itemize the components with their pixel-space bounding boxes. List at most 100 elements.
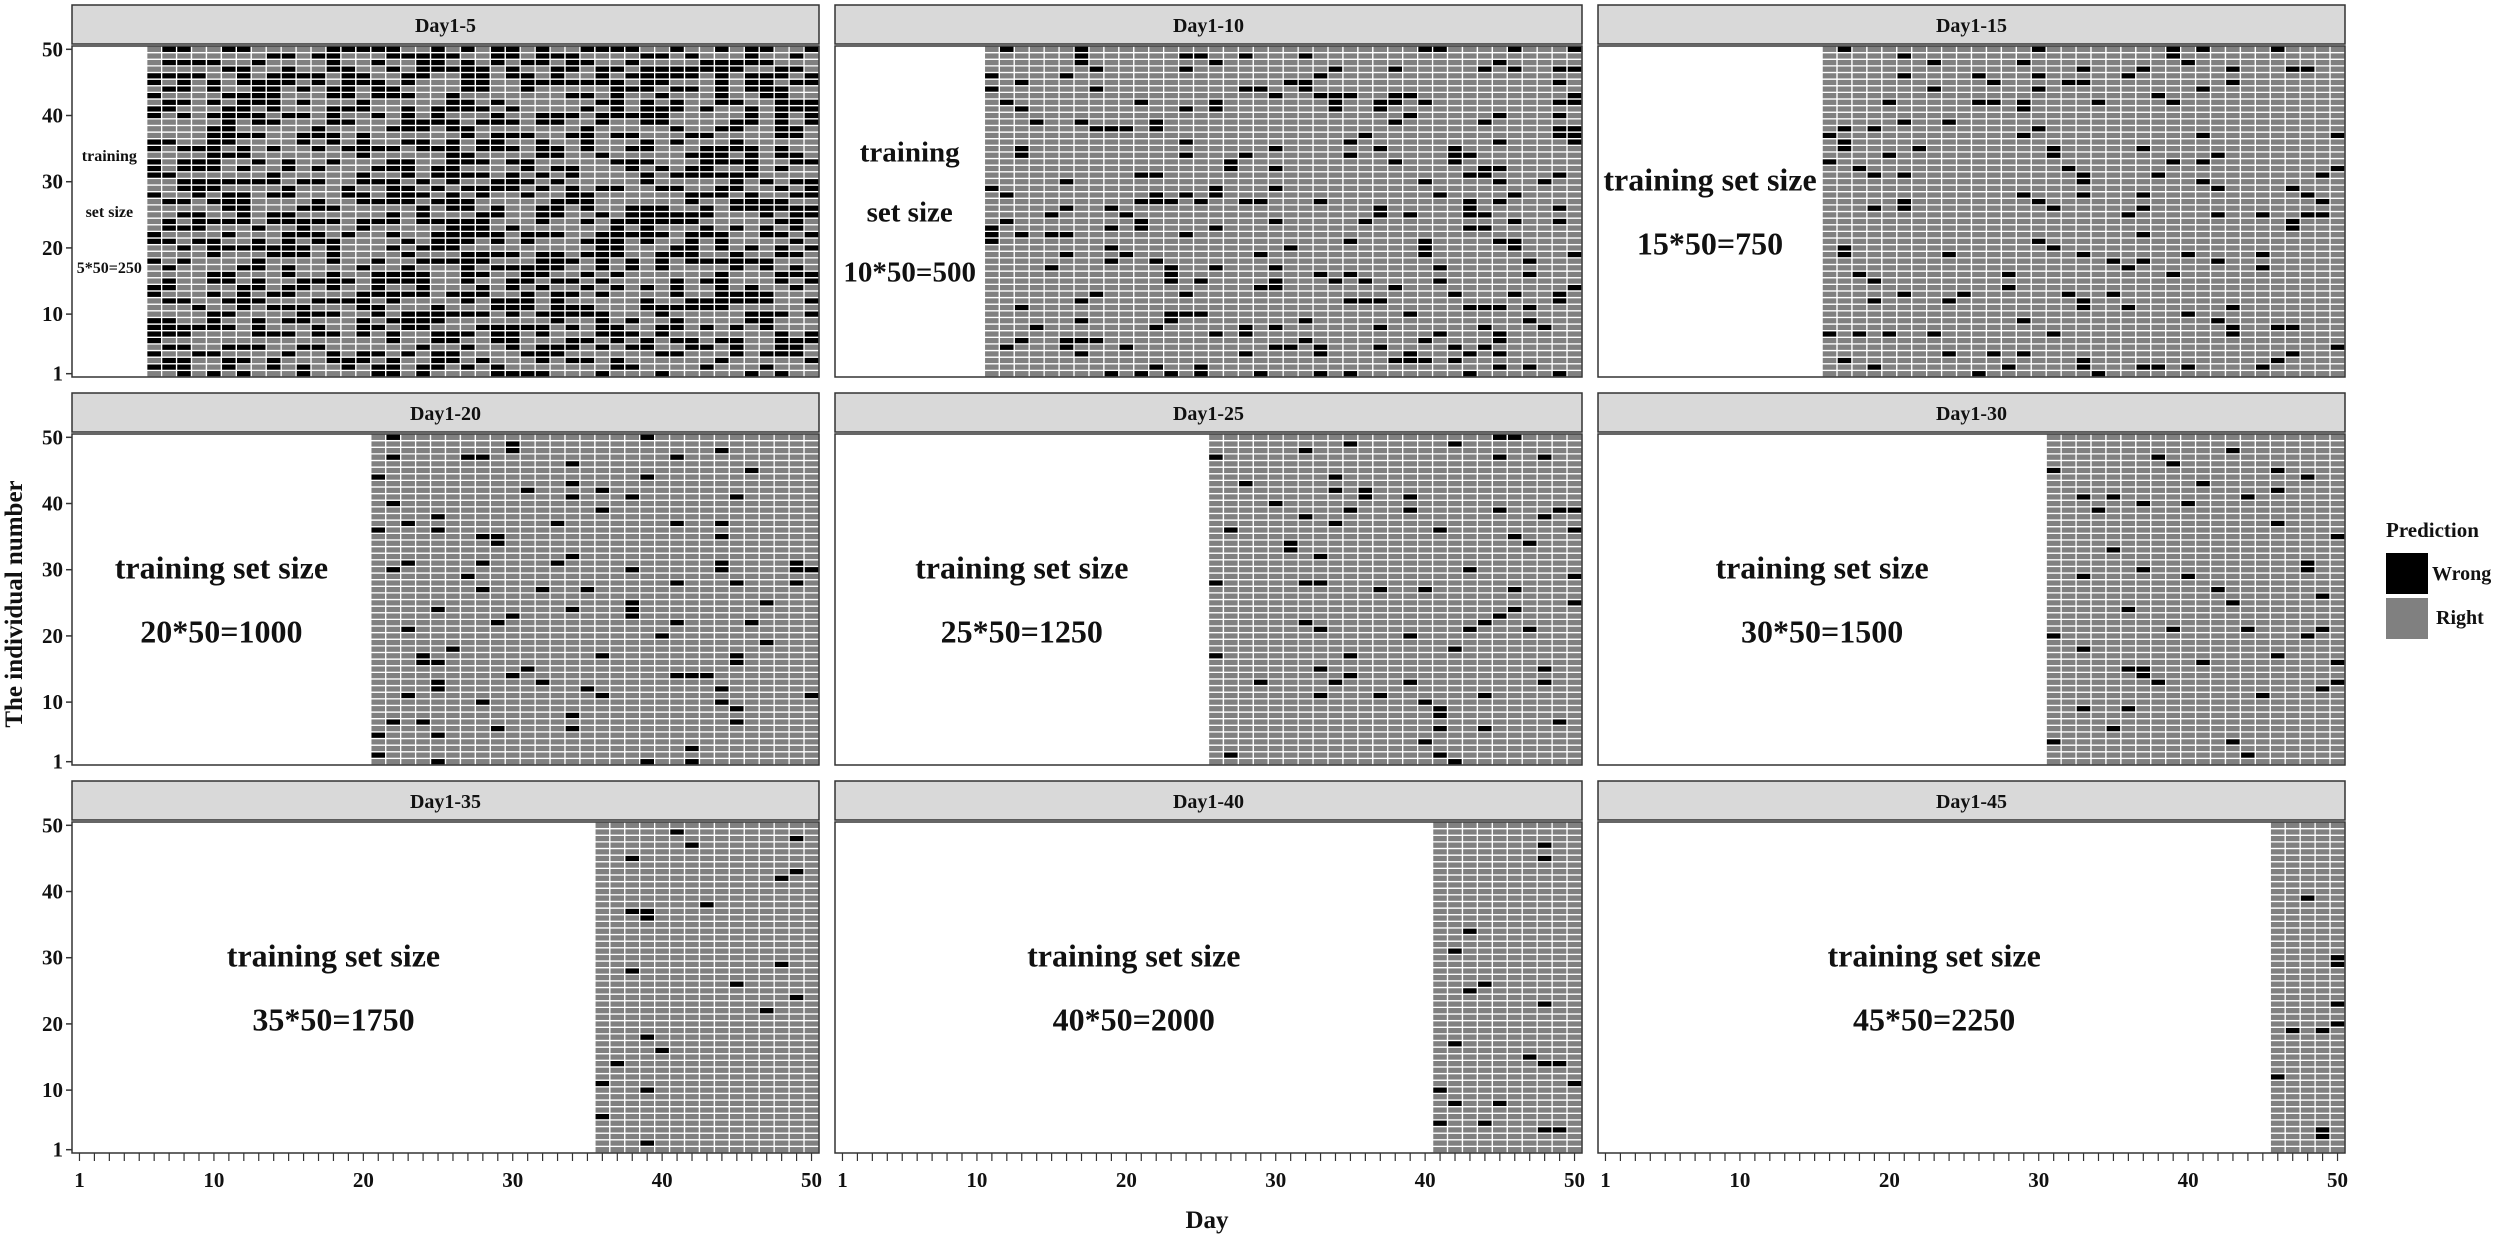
cell-right <box>175 310 193 319</box>
cell-right <box>205 356 223 365</box>
cell-right <box>1103 283 1120 292</box>
cell-wrong <box>385 85 402 93</box>
cell-wrong <box>325 204 342 213</box>
cell-wrong <box>414 138 432 146</box>
cell-right <box>594 336 611 345</box>
cell-right <box>1133 363 1150 372</box>
cell-right <box>1911 363 1928 372</box>
cell-wrong <box>1536 323 1553 332</box>
cell-right <box>668 91 686 100</box>
cell-wrong <box>1926 58 1943 67</box>
cell-right <box>235 363 252 372</box>
cell-wrong <box>250 283 267 292</box>
cell-right <box>220 184 237 193</box>
cell-right <box>1491 118 1508 127</box>
cell-right <box>728 303 745 312</box>
cell-right <box>1103 78 1120 87</box>
cell-wrong <box>429 58 447 67</box>
cell-right <box>654 124 671 133</box>
cell-right <box>235 124 252 133</box>
cell-right <box>1058 210 1075 219</box>
cell-right <box>1461 257 1479 266</box>
cell-right <box>1402 157 1419 166</box>
cell-right <box>1955 51 1973 60</box>
cell-right <box>609 171 626 180</box>
cell-right <box>1267 290 1284 299</box>
cell-right <box>400 363 417 372</box>
cell-right <box>998 224 1015 233</box>
cell-wrong <box>220 131 237 140</box>
cell-right <box>2000 336 2017 345</box>
cell-right <box>1955 98 1973 107</box>
cell-right <box>564 124 581 133</box>
cell-wrong <box>2015 349 2032 358</box>
cell-wrong <box>414 118 432 127</box>
cell-right <box>295 336 312 345</box>
cell-right <box>175 204 193 213</box>
cell-right <box>160 257 178 266</box>
cell-right <box>325 184 342 193</box>
cell-right <box>998 310 1015 319</box>
cell-right <box>1192 45 1210 54</box>
cell-right <box>1491 270 1508 279</box>
cell-wrong <box>160 224 178 233</box>
cell-right <box>1118 171 1135 180</box>
cell-right <box>1387 349 1404 358</box>
cell-right <box>1163 104 1180 113</box>
cell-right <box>1088 111 1105 120</box>
cell-right <box>370 104 387 113</box>
cell-right <box>1148 65 1165 74</box>
cell-right <box>444 296 462 305</box>
cell-right <box>1267 336 1284 345</box>
cell-right <box>1851 296 1868 305</box>
cell-wrong <box>444 197 462 206</box>
cell-wrong <box>743 197 760 206</box>
cell-right <box>983 336 1000 345</box>
cell-wrong <box>160 283 178 292</box>
cell-right <box>190 51 208 60</box>
cell-wrong <box>220 91 237 100</box>
cell-right <box>205 363 223 372</box>
cell-wrong <box>1342 237 1359 246</box>
cell-wrong <box>325 51 342 60</box>
cell-right <box>340 270 357 279</box>
cell-right <box>1148 71 1165 80</box>
cell-right <box>1267 65 1284 74</box>
cell-right <box>1866 330 1883 338</box>
cell-right <box>400 151 417 160</box>
cell-right <box>1955 71 1973 80</box>
cell-right <box>1926 369 1943 378</box>
cell-wrong <box>788 78 805 87</box>
cell-right <box>788 171 805 180</box>
cell-wrong <box>489 323 506 332</box>
cell-wrong <box>534 356 551 365</box>
cell-right <box>1088 58 1105 67</box>
cell-right <box>1461 310 1479 319</box>
cell-right <box>1566 190 1583 199</box>
cell-right <box>1043 157 1060 166</box>
cell-right <box>1985 277 2003 285</box>
cell-wrong <box>534 323 551 332</box>
cell-wrong <box>444 171 462 180</box>
cell-wrong <box>668 210 686 219</box>
cell-wrong <box>295 343 312 352</box>
cell-right <box>1506 250 1523 259</box>
cell-right <box>713 138 731 146</box>
cell-right <box>728 237 745 246</box>
cell-wrong <box>668 336 686 345</box>
cell-wrong <box>728 65 745 74</box>
cell-right <box>1222 85 1240 93</box>
cell-wrong <box>1103 124 1120 133</box>
cell-right <box>1192 111 1210 120</box>
cell-right <box>1028 204 1045 213</box>
cell-right <box>609 164 626 173</box>
cell-wrong <box>235 204 252 213</box>
cell-wrong <box>1836 243 1853 252</box>
cell-right <box>1506 58 1523 67</box>
cell-right <box>1177 111 1195 120</box>
cell-right <box>1461 177 1479 186</box>
cell-right <box>788 330 805 338</box>
cell-right <box>1148 104 1165 113</box>
cell-wrong <box>1866 204 1883 213</box>
cell-right <box>474 349 491 358</box>
